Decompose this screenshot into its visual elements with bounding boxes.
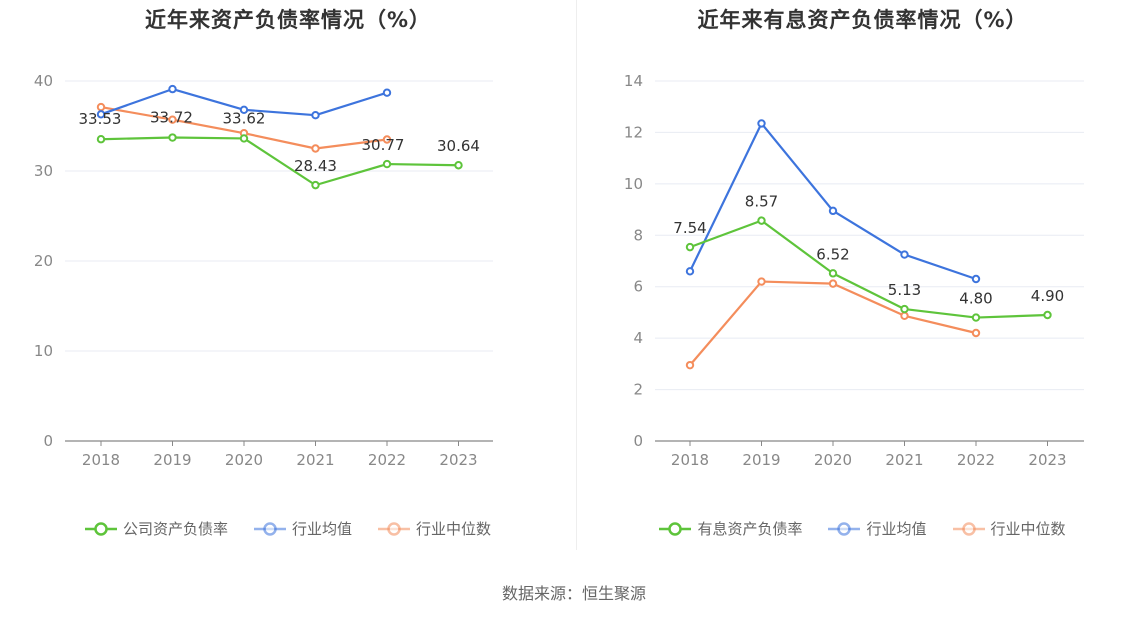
legend-line-circle-icon <box>952 521 985 536</box>
data-point[interactable] <box>757 277 766 286</box>
data-label: 6.52 <box>816 245 849 263</box>
data-label: 30.64 <box>437 137 480 155</box>
y-tick-label: 2 <box>633 381 643 399</box>
data-point[interactable] <box>685 242 695 252</box>
legend-label: 公司资产负债率 <box>122 520 228 538</box>
legend-label: 行业均值 <box>866 520 927 538</box>
data-point[interactable] <box>828 279 838 288</box>
x-tick-label: 2022 <box>368 451 406 469</box>
legend-item[interactable]: 有息资产负债率 <box>659 518 802 539</box>
x-tick-label: 2018 <box>82 451 120 469</box>
x-tick-label: 2020 <box>814 451 852 469</box>
legend-right: 有息资产负债率 行业均值 行业中位数 <box>577 518 1148 539</box>
y-tick-label: 40 <box>34 72 53 90</box>
data-point[interactable] <box>971 274 981 284</box>
x-tick-label: 2019 <box>742 451 780 469</box>
data-point[interactable] <box>96 135 106 144</box>
series-line <box>689 280 977 366</box>
data-label: 33.62 <box>223 109 266 127</box>
data-point[interactable] <box>828 269 838 278</box>
series-line <box>689 219 1048 319</box>
legend-item[interactable]: 行业均值 <box>828 518 927 539</box>
y-tick-label: 4 <box>633 329 643 347</box>
y-tick-label: 10 <box>624 175 643 193</box>
y-tick-label: 20 <box>34 252 53 270</box>
data-point[interactable] <box>239 105 249 115</box>
data-point[interactable] <box>900 250 909 259</box>
y-tick-label: 14 <box>624 72 643 90</box>
x-tick-label: 2020 <box>225 451 263 469</box>
data-point[interactable] <box>1043 310 1052 320</box>
data-point[interactable] <box>757 119 766 128</box>
legend-item[interactable]: 行业均值 <box>253 518 352 539</box>
legend-left: 公司资产负债率 行业均值 行业中位数 <box>0 518 576 539</box>
data-point[interactable] <box>168 84 177 94</box>
asset-liability-ratio-chart: 0 10 20 30 40 2018 2019 2020 2021 2022 2023 33.53 33… <box>34 72 493 469</box>
data-point[interactable] <box>685 360 695 370</box>
panel-divider <box>576 0 577 550</box>
data-point[interactable] <box>382 159 392 169</box>
data-point[interactable] <box>685 267 695 276</box>
data-source-note: 数据来源：恒生聚源 <box>501 584 646 603</box>
data-point[interactable] <box>96 110 106 119</box>
data-label: 5.13 <box>888 281 921 299</box>
data-point[interactable] <box>900 304 909 314</box>
data-label: 7.54 <box>673 219 706 237</box>
data-point[interactable] <box>971 328 981 338</box>
data-label: 33.72 <box>150 109 193 127</box>
legend-line-circle-icon <box>659 521 692 536</box>
y-tick-label: 0 <box>633 432 643 450</box>
y-tick-label: 30 <box>34 162 53 180</box>
data-label: 4.80 <box>959 290 992 308</box>
data-label: 28.43 <box>294 157 337 175</box>
series-line <box>100 136 459 187</box>
data-label: 30.77 <box>362 136 405 154</box>
x-tick-label: 2018 <box>671 451 709 469</box>
legend-item[interactable]: 行业中位数 <box>378 518 491 539</box>
y-tick-label: 6 <box>633 278 643 296</box>
y-tick-label: 12 <box>624 123 643 141</box>
legend-line-circle-icon <box>378 521 410 536</box>
x-tick-label: 2021 <box>296 451 334 469</box>
data-point[interactable] <box>311 111 320 120</box>
data-point[interactable] <box>900 311 909 320</box>
data-point[interactable] <box>168 133 177 142</box>
legend-label: 行业中位数 <box>416 520 492 538</box>
y-tick-label: 8 <box>633 226 643 244</box>
data-label: 4.90 <box>1031 287 1064 305</box>
legend-label: 行业均值 <box>291 520 352 538</box>
chart-title-right: 近年来有息资产负债率情况（%） <box>697 8 1028 32</box>
data-point[interactable] <box>971 313 981 322</box>
x-tick-label: 2021 <box>885 451 923 469</box>
y-tick-label: 0 <box>43 432 53 450</box>
data-label: 8.57 <box>745 193 778 211</box>
data-point[interactable] <box>311 180 320 190</box>
legend-item[interactable]: 行业中位数 <box>952 518 1066 539</box>
data-label: 33.53 <box>79 110 122 128</box>
x-tick-label: 2023 <box>439 451 477 469</box>
y-tick-label: 10 <box>34 342 53 360</box>
legend-line-circle-icon <box>84 521 117 536</box>
x-tick-label: 2022 <box>957 451 995 469</box>
data-point[interactable] <box>382 135 392 144</box>
data-point[interactable] <box>757 216 766 225</box>
legend-label: 有息资产负债率 <box>697 520 803 538</box>
data-point[interactable] <box>454 161 463 170</box>
data-point[interactable] <box>382 88 392 97</box>
legend-label: 行业中位数 <box>990 520 1066 538</box>
x-tick-label: 2023 <box>1028 451 1066 469</box>
legend-line-circle-icon <box>253 521 286 536</box>
data-point[interactable] <box>168 115 177 124</box>
chart-panel-left: 近年来资产负债率情况（%） 0 10 20 30 40 2018 2019 2020 2021 2… <box>0 0 576 560</box>
data-point[interactable] <box>828 206 838 216</box>
legend-item[interactable]: 公司资产负债率 <box>84 518 228 539</box>
data-point[interactable] <box>311 144 320 153</box>
interest-bearing-liability-ratio-chart: 0 2 4 6 8 10 12 14 2018 2019 2020 2021 2022 2023 7.54 8… <box>624 72 1084 469</box>
legend-line-circle-icon <box>828 521 861 536</box>
chart-panel-right: 近年来有息资产负债率情况（%） 0 2 4 6 8 10 12 14 2018 2019 2020 2… <box>577 0 1148 560</box>
chart-title-left: 近年来资产负债率情况（%） <box>144 8 432 32</box>
data-point[interactable] <box>239 134 249 143</box>
x-tick-label: 2019 <box>153 451 191 469</box>
